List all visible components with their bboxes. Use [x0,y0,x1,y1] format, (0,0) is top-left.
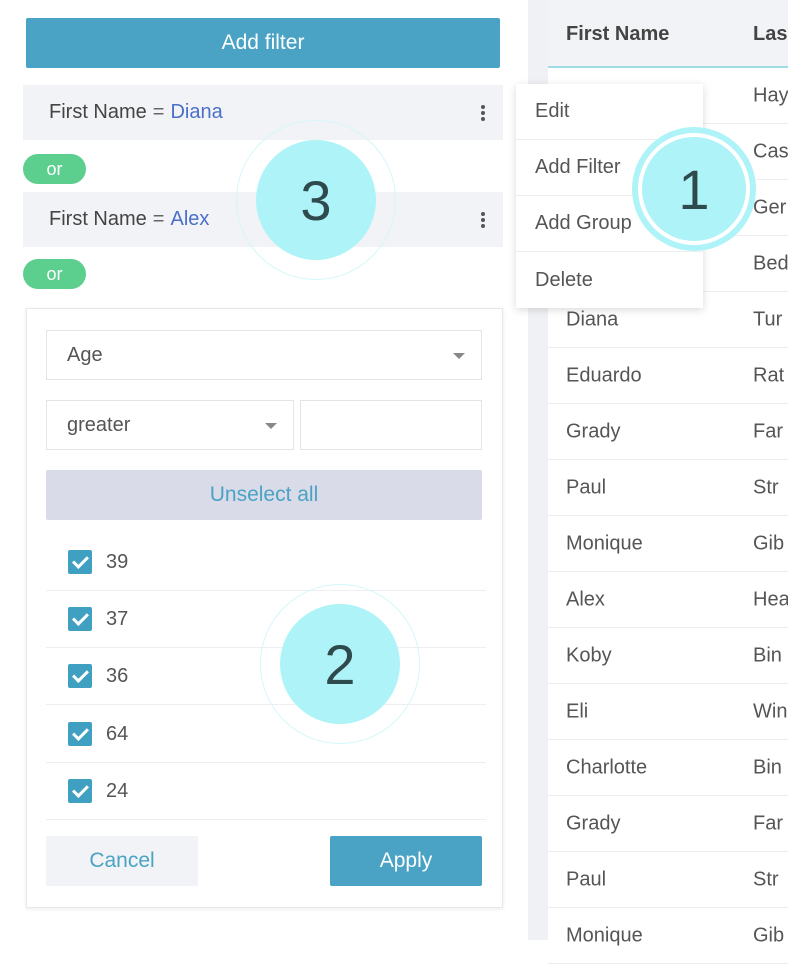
table-row[interactable]: Grady Far [548,796,788,852]
column-header-last-name[interactable]: Las [753,23,788,45]
table-row[interactable]: Grady Far [548,404,788,460]
cell-first-name: Koby [566,644,612,666]
filter-field: First Name [49,208,147,230]
cell-first-name: Paul [566,868,607,890]
cell-first-name: Grady [566,420,621,442]
table-header: First Name Las [548,0,788,68]
annotation-number: 3 [300,168,332,232]
filter-field: First Name [49,101,147,123]
menu-item-add-filter[interactable]: Add Filter [516,140,703,196]
checkbox-checked-icon[interactable] [68,664,92,688]
cell-last-name: Cas [753,140,788,162]
annotation-number: 1 [678,157,710,221]
cell-first-name: Diana [566,308,619,330]
table-row[interactable]: Paul Str [548,460,788,516]
menu-item-add-group[interactable]: Add Group [516,196,703,252]
option-item[interactable]: 39 [46,534,486,591]
option-item[interactable]: 24 [46,763,486,820]
cell-last-name: Rat [753,364,785,386]
or-connector[interactable]: or [23,154,86,184]
operator-select-value: greater [67,413,131,436]
table-row[interactable]: Eduardo Rat [548,348,788,404]
table-row[interactable]: Eli Win [548,684,788,740]
cell-last-name: Win [753,700,788,722]
filter-operator: = [152,101,165,123]
cell-first-name: Alex [566,588,605,610]
cell-last-name: Bin [753,644,782,666]
operator-select[interactable]: greater [46,400,294,450]
cell-last-name: Far [753,420,783,442]
chevron-down-icon [453,353,465,359]
filter-value: Alex [170,208,210,230]
annotation-ring [260,584,420,744]
checkbox-checked-icon[interactable] [68,550,92,574]
cell-first-name: Monique [566,924,643,946]
option-item[interactable]: 64 [46,706,486,763]
cell-first-name: Monique [566,532,643,554]
column-header-first-name[interactable]: First Name [566,23,670,45]
option-label: 36 [106,664,129,687]
filter-operator: = [152,208,165,230]
annotation-marker-1: 1 [632,127,756,251]
option-label: 37 [106,607,129,630]
unselect-all-button[interactable]: Unselect all [46,470,482,520]
or-connector[interactable]: or [23,259,86,289]
cell-first-name: Eli [566,700,589,722]
annotation-number: 2 [324,632,356,696]
table-row[interactable]: Monique Gib [548,516,788,572]
option-label: 24 [106,779,129,802]
table-row[interactable]: Paul Str [548,852,788,908]
cell-first-name: Paul [566,476,607,498]
cell-last-name: Ger [753,196,787,218]
menu-item-delete[interactable]: Delete [535,268,593,291]
menu-item-edit[interactable]: Edit [516,84,703,140]
field-select-value: Age [67,343,103,366]
filter-value: Diana [170,101,223,123]
cell-first-name: Charlotte [566,756,648,778]
chevron-down-icon [265,423,277,429]
table-row[interactable]: Koby Bin [548,628,788,684]
cell-last-name: Bin [753,756,782,778]
cell-last-name: Tur [753,308,783,330]
annotation-marker-3: 3 [256,140,376,260]
checkbox-checked-icon[interactable] [68,722,92,746]
field-select[interactable]: Age [46,330,482,380]
cancel-button[interactable]: Cancel [46,836,198,886]
cell-last-name: Hea [753,588,788,610]
table-row[interactable]: Charlotte Bin [548,740,788,796]
option-item[interactable]: 36 [46,648,486,705]
cell-last-name: Far [753,812,783,834]
annotation-marker-2: 2 [280,604,400,724]
cell-last-name: Hay [753,84,788,106]
table-row[interactable]: Diana Tur [548,292,788,348]
table-row[interactable]: Monique Gib [548,908,788,964]
apply-button[interactable]: Apply [330,836,482,886]
cell-last-name: Gib [753,532,785,554]
value-input[interactable] [300,400,482,450]
annotation-ring [236,120,396,280]
cell-last-name: Str [753,476,779,498]
cell-last-name: Str [753,868,779,890]
cell-first-name: Grady [566,812,621,834]
table-row[interactable]: Alex Hea [548,572,788,628]
add-filter-button[interactable]: Add filter [26,18,500,68]
filter-editor [26,308,503,908]
more-vertical-icon[interactable] [481,103,485,123]
option-label: 39 [106,550,129,573]
cell-last-name: Gib [753,924,785,946]
cell-last-name: Bed [753,252,788,274]
filter-row[interactable]: First Name = Diana [23,85,503,140]
more-vertical-icon[interactable] [481,210,485,230]
checkbox-checked-icon[interactable] [68,607,92,631]
option-label: 64 [106,722,129,745]
cell-first-name: Eduardo [566,364,642,386]
checkbox-checked-icon[interactable] [68,779,92,803]
